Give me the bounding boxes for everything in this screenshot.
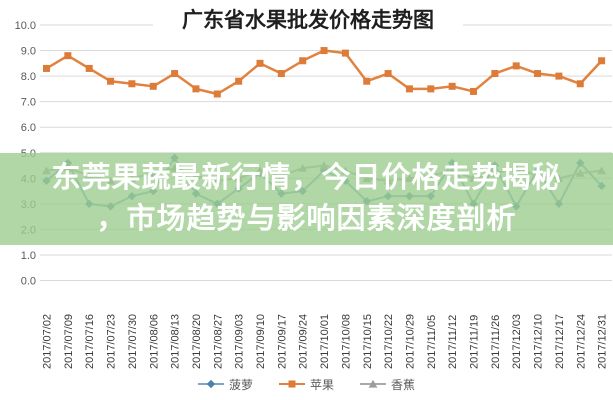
x-axis-tick-label: 2017/08/06 [148,314,160,369]
y-axis-tick-label: 1.0 [21,250,36,262]
x-axis-tick-label: 2017/07/02 [42,314,54,369]
apple-data-point [512,62,520,70]
x-axis-tick-label: 2017/10/29 [404,314,416,369]
legend-item-banana[interactable]: 香蕉 [360,376,415,393]
banana-line-marker-icon [360,379,386,388]
apple-data-point [149,82,157,90]
legend-label-pineapple: 菠萝 [228,377,253,392]
pineapple-line-marker-icon [197,379,224,389]
x-axis-tick-label: 2017/07/23 [106,314,118,369]
apple-data-point [235,77,243,85]
apple-data-point [341,49,349,57]
apple-data-point [213,90,221,98]
apple-data-point [64,52,72,60]
x-axis-tick-label: 2017/09/03 [234,314,246,369]
apple-data-point [277,70,285,78]
x-axis-tick-label: 2017/12/03 [511,314,523,369]
apple-data-point [363,77,371,85]
overlay-text-line-1: 东莞果蔬最新行情，今日价格走势揭秘 [51,162,562,194]
apple-data-point [128,80,136,88]
apple-data-point [192,85,200,93]
y-axis-tick-label: 10.0 [15,20,36,32]
x-axis-tick-label: 2017/10/01 [319,314,331,369]
x-axis-tick-label: 2017/09/24 [298,314,310,369]
x-axis-tick-label: 2017/07/30 [127,314,139,369]
apple-line-marker-icon [278,380,305,388]
apple-data-point [555,72,563,80]
apple-data-point [405,85,413,93]
x-axis-tick-label: 2017/11/12 [447,315,459,369]
x-axis-tick-label: 2017/08/20 [191,314,203,369]
apple-data-point [491,70,499,78]
apple-data-point [171,70,179,78]
apple-data-point [299,57,307,65]
apple-data-point [470,87,477,95]
apple-data-point [576,80,584,88]
legend-label-banana: 香蕉 [391,377,416,392]
x-axis-tick-label: 2017/08/27 [212,314,224,369]
overlay-text-line-2: ，市场趋势与影响因素深度剖析 [96,203,517,235]
apple-data-point [427,85,435,93]
chart-title: 广东省水果批发价格走势图 [153,5,463,37]
legend-item-pineapple[interactable]: 菠萝 [197,376,253,393]
x-axis-tick-label: 2017/12/24 [575,314,587,369]
apple-data-point [320,47,328,55]
apple-data-point [43,64,50,72]
x-axis-tick-label: 2017/12/10 [533,314,545,369]
x-axis-tick-label: 2017/11/19 [469,315,481,369]
x-axis-tick-label: 2017/07/09 [63,314,75,369]
apple-data-point [384,70,392,78]
pineapple-data-point [206,379,216,389]
x-axis-tick-label: 2017/10/08 [340,314,352,369]
x-axis-tick-label: 2017/10/22 [383,314,395,369]
legend-label-apple: 苹果 [309,377,334,392]
apple-data-point [288,380,296,388]
x-axis-tick-label: 2017/12/17 [554,314,566,369]
x-axis-tick-label: 2017/09/17 [276,314,288,369]
x-axis-tick-label: 2017/10/15 [362,314,374,369]
y-axis-tick-label: 9.0 [21,46,36,58]
series-line-apple [45,49,603,96]
apple-data-point [534,70,542,78]
apple-data-point [448,82,456,90]
y-axis-tick-label: 0.0 [21,276,36,288]
apple-data-point [107,77,115,85]
x-axis-tick-label: 2017/11/05 [426,315,438,369]
x-axis-tick-label: 2017/11/26 [490,315,502,369]
y-axis-tick-label: 6.0 [21,122,36,134]
legend-item-apple[interactable]: 苹果 [278,376,334,393]
promo-overlay-banner: 东莞果蔬最新行情，今日价格走势揭秘 ，市场趋势与影响因素深度剖析 [0,153,613,245]
x-axis-tick-label: 2017/09/10 [255,314,267,369]
y-axis-tick-label: 8.0 [21,71,36,83]
x-axis-tick-label: 2017/07/16 [84,314,96,369]
banana-data-point [368,379,378,388]
chart-legend: 菠萝 苹果 香蕉 [0,372,613,396]
x-axis-tick-label: 2017/12/31 [597,314,609,369]
x-axis-tick-label: 2017/08/13 [170,314,182,369]
y-axis-tick-label: 7.0 [21,97,36,109]
apple-data-point [85,64,93,72]
apple-data-point [598,57,606,65]
apple-data-point [256,59,264,67]
